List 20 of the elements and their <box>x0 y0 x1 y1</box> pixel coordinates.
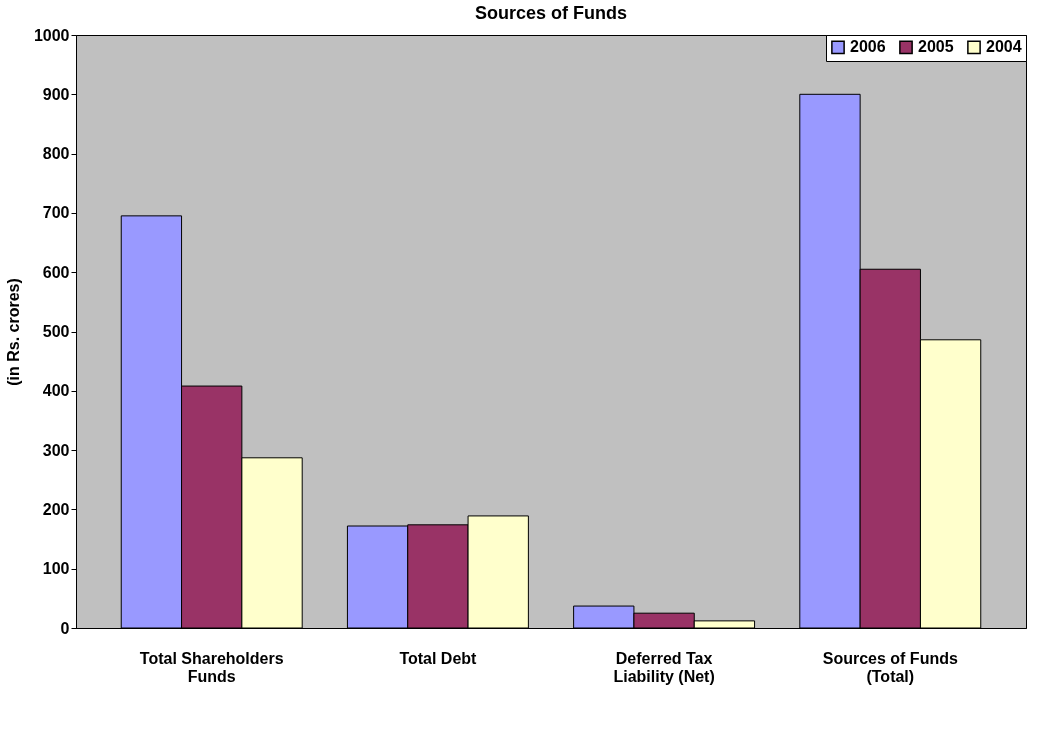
chart-title: Sources of Funds <box>474 3 628 23</box>
y-tick-label: 300 <box>42 441 70 459</box>
y-tick-label: 700 <box>42 204 70 222</box>
x-tick-label: Sources of Funds (Total) <box>822 649 958 685</box>
legend-label: 2004 <box>986 38 1022 56</box>
y-tick-label: 100 <box>42 560 70 578</box>
y-tick-label: 900 <box>42 85 70 103</box>
y-tick-label: 200 <box>42 500 70 518</box>
y-tick-label: 0 <box>60 619 70 637</box>
legend-label: 2005 <box>918 38 954 56</box>
x-tick-label: Deferred Tax Liability (Net) <box>613 649 715 685</box>
x-tick-label: Total Debt <box>399 649 478 667</box>
y-tick-label: 800 <box>42 145 70 163</box>
y-tick-label: 600 <box>42 263 70 281</box>
y-tick-label: 400 <box>42 382 70 400</box>
y-tick-label: 1000 <box>33 26 70 44</box>
x-tick-label: Total Shareholders Funds <box>139 649 284 685</box>
y-tick-label: 500 <box>42 323 70 340</box>
legend-label: 2006 <box>850 38 886 56</box>
y-axis-title: (in Rs. crores) <box>4 278 22 386</box>
